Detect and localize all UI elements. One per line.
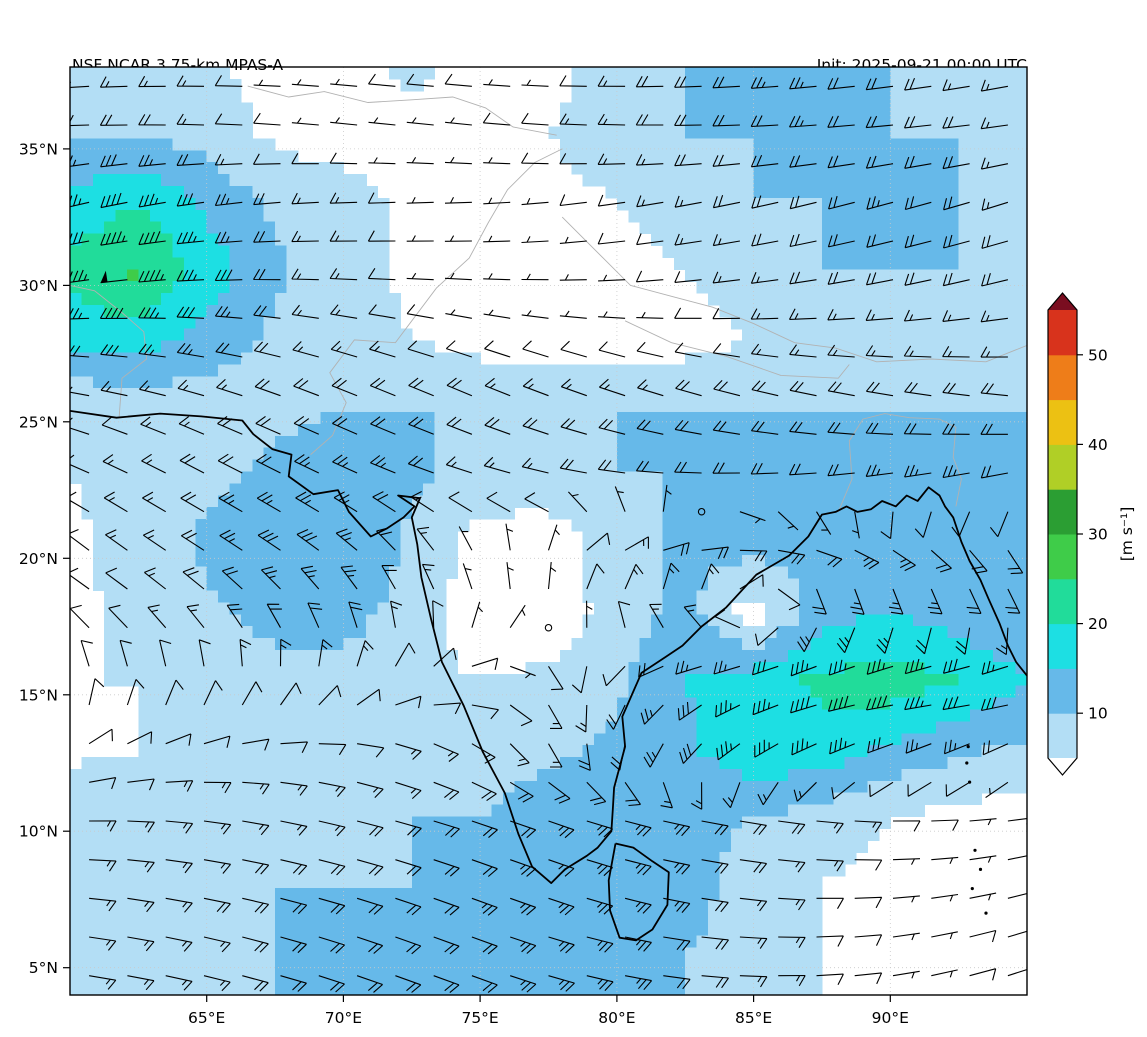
y-tick-label: 20°N — [19, 550, 58, 568]
colorbar-over-arrow — [1048, 293, 1077, 310]
y-tick-label: 5°N — [29, 959, 58, 977]
colorbar-unit-label: [m s⁻¹] — [1118, 507, 1136, 562]
y-tick-label: 15°N — [19, 686, 58, 704]
colorbar-tick-label: 10 — [1088, 705, 1108, 723]
colorbar-tick-label: 30 — [1088, 526, 1108, 544]
colorbar-tick-label: 40 — [1088, 436, 1108, 454]
y-tick-label: 25°N — [19, 413, 58, 431]
colorbar: 10 20 30 40 50 [m s⁻¹] — [1047, 292, 1136, 776]
colorbar-tick-label: 50 — [1088, 346, 1108, 364]
x-tick-label: 65°E — [188, 1009, 225, 1027]
y-tick-label: 10°N — [19, 823, 58, 841]
y-tick-label: 35°N — [19, 140, 58, 158]
colorbar-tick-label: 20 — [1088, 615, 1108, 633]
x-tick-label: 70°E — [325, 1009, 362, 1027]
wind-barbs — [70, 73, 1027, 994]
x-tick-label: 75°E — [461, 1009, 498, 1027]
colorbar-under-arrow — [1048, 758, 1077, 775]
x-tick-label: 80°E — [598, 1009, 635, 1027]
axis-ticks — [63, 148, 891, 1002]
coastline — [70, 410, 1027, 942]
x-tick-label: 90°E — [872, 1009, 909, 1027]
plot-border — [69, 66, 1028, 996]
x-tick-label: 85°E — [735, 1009, 772, 1027]
country-borders — [70, 85, 1027, 513]
axis-tick-labels: 65°E 70°E 75°E 80°E 85°E 90°E 35°N 30°N 25°N 20°N… — [19, 140, 909, 1027]
y-tick-label: 30°N — [19, 277, 58, 295]
wind-speed-fill — [70, 67, 1027, 995]
